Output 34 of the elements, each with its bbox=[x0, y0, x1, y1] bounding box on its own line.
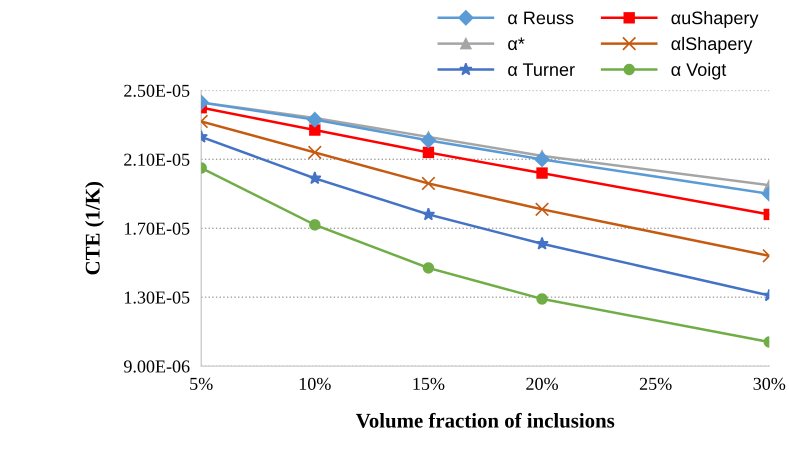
y-tick-label: 2.50E-05 bbox=[124, 84, 190, 97]
x-tick-label: 15% bbox=[413, 378, 444, 390]
x-tick-label: 30% bbox=[754, 378, 786, 390]
point bbox=[534, 152, 550, 168]
point bbox=[422, 207, 436, 220]
point bbox=[422, 146, 434, 158]
x-axis-title: Volume fraction of inclusions bbox=[356, 412, 614, 428]
point bbox=[309, 219, 321, 231]
point bbox=[535, 236, 549, 250]
legend-label: αuShapery bbox=[671, 11, 758, 28]
legend-label: α Voigt bbox=[671, 62, 726, 80]
x-tick-label: 25% bbox=[640, 378, 672, 390]
point bbox=[307, 112, 323, 128]
y-tick-label: 2.10E-05 bbox=[124, 154, 190, 166]
point bbox=[308, 171, 322, 184]
legend-label: α Turner bbox=[508, 63, 575, 76]
point bbox=[534, 202, 550, 216]
point bbox=[536, 167, 548, 179]
point bbox=[420, 132, 436, 148]
point bbox=[422, 262, 434, 274]
y-tick-label: 9.00E-06 bbox=[124, 360, 190, 373]
point bbox=[536, 293, 548, 305]
x-tick-label: 20% bbox=[526, 378, 558, 390]
y-tick-label: 1.70E-05 bbox=[124, 222, 190, 235]
y-tick-label: 1.30E-05 bbox=[124, 291, 190, 304]
legend-label: α* bbox=[508, 38, 525, 50]
legend-label: αlShapery bbox=[671, 36, 752, 54]
point bbox=[421, 176, 436, 191]
point bbox=[309, 124, 321, 136]
y-axis-title: CTE (1/K) bbox=[85, 182, 104, 274]
legend-label: α Reuss bbox=[508, 12, 574, 24]
x-tick-label: 5% bbox=[190, 378, 213, 390]
x-tick-label: 10% bbox=[300, 378, 331, 390]
point bbox=[308, 145, 322, 160]
